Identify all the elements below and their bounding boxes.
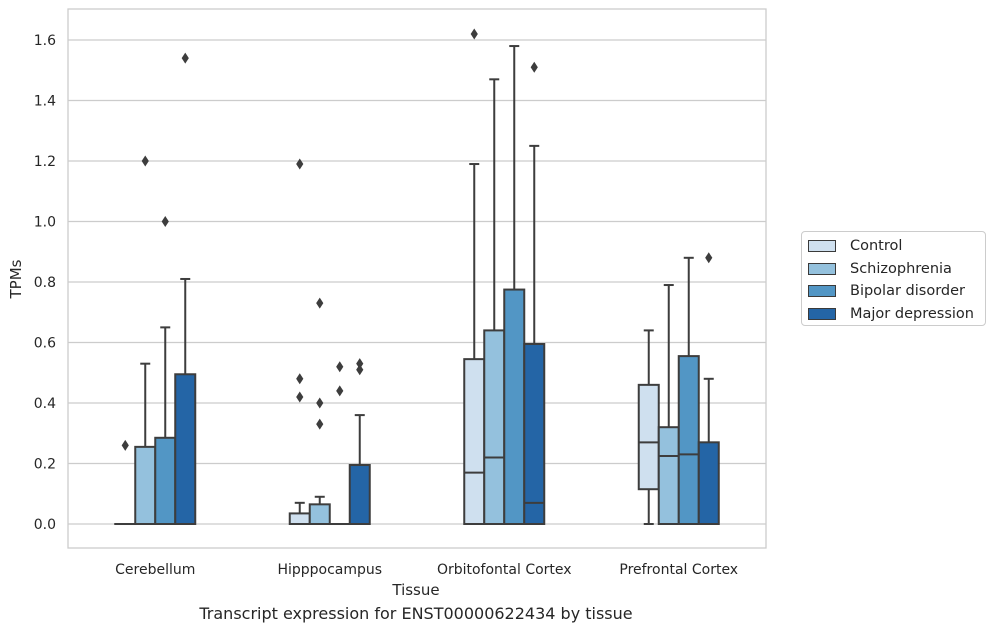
box-major-depression (174, 52, 197, 526)
box-control (288, 158, 311, 525)
boxes (114, 28, 720, 526)
legend-item-major-depression: Major depression (808, 303, 985, 326)
box-body (288, 512, 311, 525)
outlier-point (470, 28, 478, 40)
box-body (677, 355, 700, 525)
legend-swatch-bipolar-disorder (808, 285, 836, 298)
box-bipolar-disorder (677, 256, 700, 525)
box-body (637, 383, 660, 491)
outlier-point (296, 391, 304, 403)
y-tick-label: 0.0 (34, 517, 56, 533)
figure-caption: Transcript expression for ENST0000062243… (199, 604, 633, 623)
legend-item-control: Control (808, 235, 985, 258)
box-body (523, 343, 546, 526)
outlier-point (161, 216, 169, 227)
outlier-point (316, 397, 324, 409)
box-body (483, 329, 506, 525)
y-tick-labels: 0.0 0.2 0.4 0.6 0.8 1.0 1.2 1.4 1.6 (34, 33, 56, 533)
outlier-point (336, 385, 344, 397)
box-body (134, 445, 157, 525)
box-body (463, 358, 486, 526)
box-control (114, 439, 137, 526)
outlier-point (181, 52, 189, 64)
y-tick-label: 1.6 (34, 33, 56, 49)
legend-label-bipolar-disorder: Bipolar disorder (850, 283, 965, 300)
outlier-point (356, 364, 364, 376)
x-tick-labels: Cerebellum Hipppocampus Orbitofontal Corte… (115, 562, 738, 578)
box-major-depression (697, 252, 720, 526)
legend-swatch-control (808, 240, 836, 253)
x-axis-label: Tissue (391, 581, 439, 599)
y-tick-label: 0.4 (34, 396, 56, 412)
legend-label-control: Control (850, 238, 903, 255)
y-axis-label: TPMs (7, 259, 25, 299)
x-tick-label: Prefrontal Cortex (619, 562, 738, 578)
y-tick-label: 1.0 (34, 215, 56, 231)
outlier-point (336, 361, 344, 373)
box-body (308, 503, 331, 525)
box-schizophrenia (483, 78, 506, 525)
y-tick-label: 1.2 (34, 154, 56, 170)
box-schizophrenia (308, 297, 331, 525)
box-body (154, 436, 177, 526)
box-schizophrenia (134, 155, 157, 525)
legend-swatch-schizophrenia (808, 262, 836, 275)
box-body (657, 426, 680, 526)
box-major-depression (348, 358, 371, 526)
outlier-point (316, 297, 324, 309)
box-body (697, 441, 720, 526)
box-body (348, 464, 371, 526)
outlier-point (296, 158, 304, 170)
legend: Control Schizophrenia Bipolar disorder M… (801, 231, 986, 326)
x-tick-label: Orbitofontal Cortex (437, 562, 572, 578)
x-tick-label: Hipppocampus (277, 562, 382, 578)
box-bipolar-disorder (154, 216, 177, 526)
outlier-point (705, 252, 713, 264)
y-tick-label: 0.2 (34, 457, 56, 473)
y-tick-label: 0.8 (34, 275, 56, 291)
legend-item-bipolar-disorder: Bipolar disorder (808, 280, 985, 303)
outlier-point (356, 358, 364, 370)
outlier-point (316, 418, 324, 430)
box-control (463, 28, 486, 526)
box-control (637, 329, 660, 525)
legend-swatch-major-depression (808, 307, 836, 320)
box-bipolar-disorder (328, 361, 351, 526)
y-tick-label: 1.4 (34, 94, 56, 110)
x-tick-label: Cerebellum (115, 562, 195, 578)
outlier-point (141, 155, 149, 167)
outlier-point (296, 373, 304, 385)
box-major-depression (523, 61, 546, 526)
legend-label-schizophrenia: Schizophrenia (850, 260, 952, 277)
box-bipolar-disorder (503, 45, 526, 525)
y-tick-label: 0.6 (34, 336, 56, 352)
box-schizophrenia (657, 284, 680, 526)
box-body (503, 288, 526, 525)
legend-label-major-depression: Major depression (850, 305, 974, 322)
outlier-point (530, 61, 538, 73)
outlier-point (121, 439, 129, 451)
legend-item-schizophrenia: Schizophrenia (808, 258, 985, 281)
box-body (174, 373, 197, 526)
plot-frame (67, 8, 767, 549)
